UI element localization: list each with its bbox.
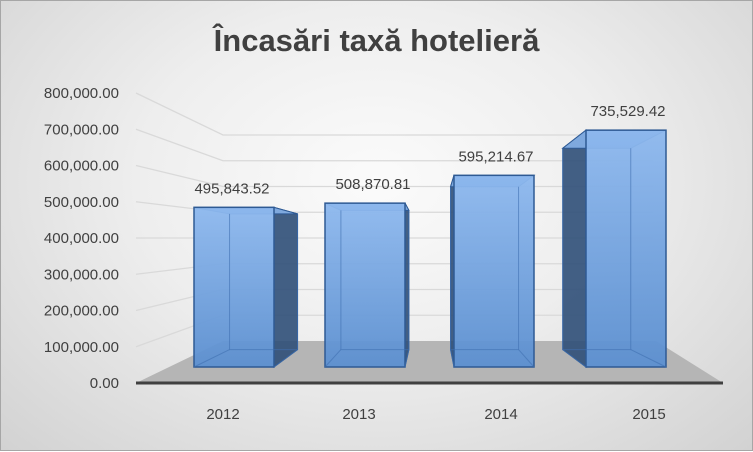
y-tick-label: 800,000.00 [44, 85, 119, 102]
bar-edge [562, 349, 587, 368]
bar-edge [273, 349, 298, 368]
bar-edge [518, 349, 535, 368]
bar-2015 [561, 129, 667, 368]
bar-back-edge [340, 210, 410, 351]
y-tick-label: 0.00 [90, 375, 119, 392]
y-tick-label: 300,000.00 [44, 266, 119, 283]
data-label: 735,529.42 [590, 103, 665, 120]
data-label: 508,870.81 [335, 176, 410, 193]
y-tick-label: 700,000.00 [44, 121, 119, 138]
bar-edge [324, 349, 342, 368]
bar-edge [193, 349, 230, 368]
x-tick-label: 2013 [342, 406, 375, 423]
bar [193, 206, 275, 368]
gridline [135, 92, 653, 136]
bar [453, 174, 535, 368]
y-tick-label: 100,000.00 [44, 339, 119, 356]
y-tick-label: 400,000.00 [44, 230, 119, 247]
x-tick-label: 2014 [484, 406, 517, 423]
bar [324, 202, 406, 368]
bar-back-edge [450, 186, 520, 351]
y-tick-label: 500,000.00 [44, 194, 119, 211]
data-label: 495,843.52 [194, 180, 269, 197]
x-tick-label: 2015 [632, 406, 665, 423]
y-tick-label: 600,000.00 [44, 158, 119, 175]
bar-2014 [449, 174, 536, 368]
bar-back-edge [229, 213, 299, 351]
bar-side [273, 206, 299, 368]
chart-title: Încasări taxă hotelieră [213, 23, 540, 58]
bar-edge [630, 349, 667, 368]
bar-side [562, 129, 587, 368]
bar-back-edge [562, 148, 632, 351]
data-label: 595,214.67 [458, 148, 533, 165]
bar-2012 [193, 206, 299, 368]
gridline [135, 128, 653, 162]
bar [585, 129, 667, 368]
bar-2013 [324, 202, 410, 368]
bar-edge [404, 349, 410, 368]
bar-edge [450, 349, 455, 368]
y-tick-label: 200,000.00 [44, 303, 119, 320]
x-tick-label: 2012 [206, 406, 239, 423]
